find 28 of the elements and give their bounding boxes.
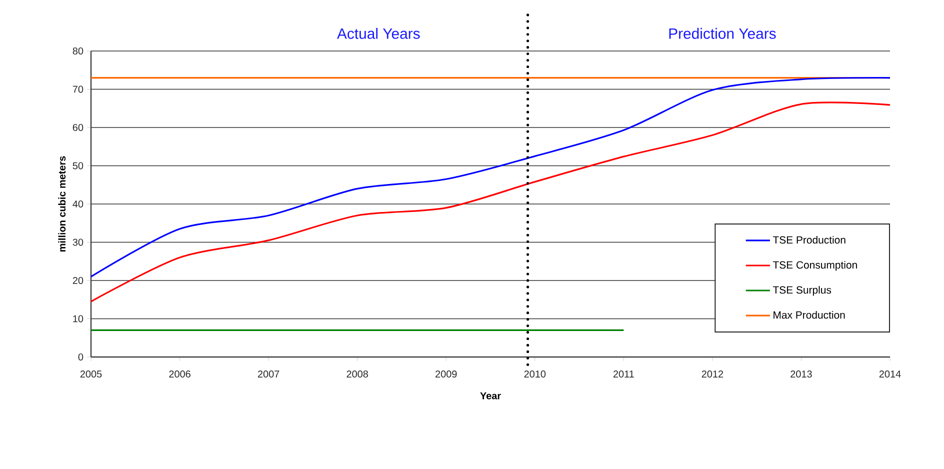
x-tick-label: 2010: [524, 370, 546, 378]
x-tick-label: 2014: [879, 370, 901, 378]
x-tick-label: 2006: [169, 370, 190, 378]
y-tick-label: 60: [72, 124, 84, 132]
text: Prediction Years: [669, 28, 776, 39]
legend-label: TSE Production: [772, 236, 846, 244]
legend-label: TSE Consumption: [772, 260, 857, 271]
y-tick-label: 10: [73, 315, 84, 322]
y-axis-title: million cubic meters: [58, 156, 66, 252]
y-tick-label: 0: [78, 353, 84, 361]
x-tick-label: 2013: [790, 370, 812, 378]
legend-label: TSE Surplus: [772, 286, 832, 296]
x-tick-label: 2005: [80, 370, 102, 378]
x-tick-label: 2007: [258, 370, 280, 378]
y-tick-label: 20: [72, 276, 84, 284]
x-axis-title: Year: [480, 392, 501, 400]
x-tick-label: 2011: [613, 370, 634, 378]
y-tick-label: 30: [72, 238, 84, 246]
y-tick-label: 80: [72, 47, 84, 55]
x-tick-label: 2008: [346, 370, 368, 378]
x-tick-label: 2009: [436, 370, 457, 378]
x-tick-label: 2012: [702, 370, 724, 378]
text: Actual Years: [336, 28, 420, 39]
y-tick-label: 70: [72, 86, 84, 93]
line-series: [90, 76, 891, 278]
y-tick-label: 40: [72, 200, 84, 208]
legend-label: Max Production: [774, 310, 845, 319]
y-tick-label: 50: [72, 162, 84, 170]
